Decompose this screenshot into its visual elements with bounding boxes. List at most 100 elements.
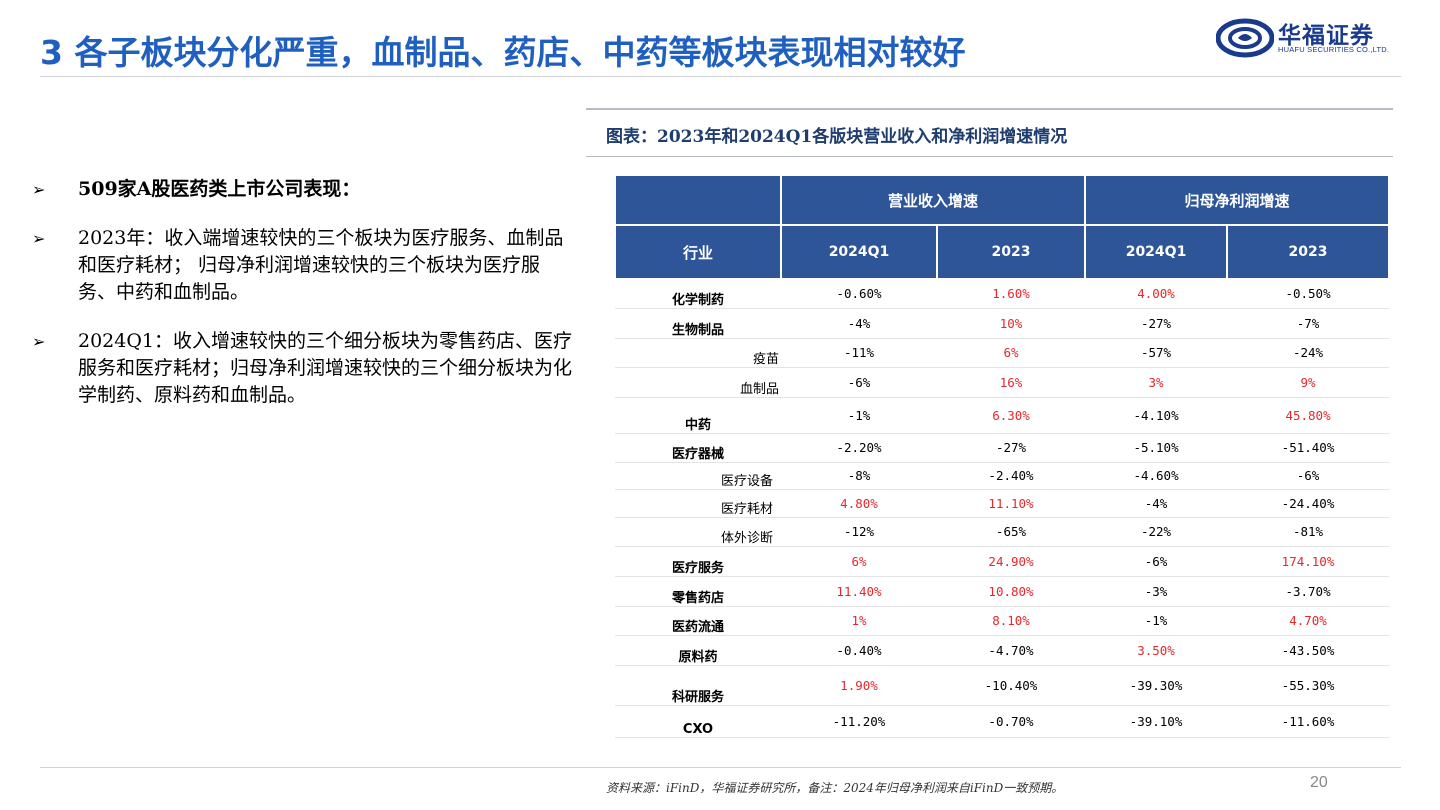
table-row: 零售药店 11.40% 10.80% -3% -3.70%: [615, 576, 1390, 607]
table-row: 体外诊断 -12% -65% -22% -81%: [615, 517, 1390, 547]
header-divider: [40, 76, 1401, 77]
value-cell: -65%: [937, 517, 1086, 547]
table-row: 医疗服务 6% 24.90% -6% 174.10%: [615, 546, 1390, 577]
row-label: 医疗设备: [615, 462, 781, 490]
source-note: 资料来源：iFinD，华福证券研究所，备注：2024年归母净利润来自iFinD一…: [606, 781, 1064, 795]
table-row: 科研服务 1.90% -10.40% -39.30% -55.30%: [615, 665, 1390, 706]
table-row: 生物制品 -4% 10% -27% -7%: [615, 308, 1390, 339]
figure-caption: 图表：2023年和2024Q1各版块营业收入和净利润增速情况: [606, 127, 1068, 147]
logo-english-name: HUAFU SECURITIES CO.,LTD.: [1278, 45, 1390, 54]
row-label: 生物制品: [615, 308, 781, 339]
caption-bottom-rule: [586, 156, 1393, 157]
value-cell: -39.30%: [1085, 665, 1228, 706]
value-cell: 16%: [937, 367, 1086, 398]
arrow-bullet-icon: ➢: [32, 229, 46, 248]
value-cell: -4%: [1085, 489, 1228, 518]
arrow-bullet-icon: ➢: [32, 180, 46, 199]
value-cell: -27%: [937, 433, 1086, 463]
bullet-text: 509家A股医药类上市公司表现：: [78, 178, 361, 200]
bullet-text: 2023年：收入端增速较快的三个板块为医疗服务、血制品和医疗耗材； 归母净利润增…: [78, 227, 564, 303]
value-cell: 1%: [781, 606, 937, 636]
value-cell: -57%: [1085, 338, 1228, 368]
value-cell: -0.40%: [781, 635, 937, 666]
value-cell: -0.50%: [1227, 279, 1390, 309]
bullet-list: ➢ 509家A股医药类上市公司表现： ➢ 2023年：收入端增速较快的三个板块为…: [32, 176, 578, 431]
arrow-bullet-icon: ➢: [32, 332, 46, 351]
value-cell: 174.10%: [1227, 546, 1390, 577]
value-cell: -6%: [781, 367, 937, 398]
row-label: 疫苗: [615, 338, 781, 368]
value-cell: -43.50%: [1227, 635, 1390, 666]
caption-top-rule: [586, 108, 1393, 110]
column-header-revenue-2023: 2023: [935, 224, 1087, 280]
row-label: CXO: [615, 705, 781, 738]
value-cell: -24%: [1227, 338, 1390, 368]
value-cell: 1.60%: [937, 279, 1086, 309]
value-cell: 24.90%: [937, 546, 1086, 577]
table-row: 医疗器械 -2.20% -27% -5.10% -51.40%: [615, 433, 1390, 463]
footer-divider: [40, 767, 1401, 768]
value-cell: -22%: [1085, 517, 1228, 547]
value-cell: -11.60%: [1227, 705, 1390, 738]
value-cell: 3.50%: [1085, 635, 1228, 666]
value-cell: 6.30%: [937, 397, 1086, 434]
row-label: 医药流通: [615, 606, 781, 636]
value-cell: -4.70%: [937, 635, 1086, 666]
column-header-industry: 行业: [614, 224, 782, 280]
value-cell: -8%: [781, 462, 937, 490]
value-cell: -39.10%: [1085, 705, 1228, 738]
value-cell: -4%: [781, 308, 937, 339]
table-row: 血制品 -6% 16% 3% 9%: [615, 367, 1390, 398]
value-cell: -24.40%: [1227, 489, 1390, 518]
header-blank-cell: [614, 174, 782, 226]
value-cell: -11%: [781, 338, 937, 368]
value-cell: -3%: [1085, 576, 1228, 607]
column-header-profit-2023: 2023: [1226, 224, 1391, 280]
value-cell: 4.70%: [1227, 606, 1390, 636]
row-label: 原料药: [615, 635, 781, 666]
row-label: 医疗服务: [615, 546, 781, 577]
bullet-item: ➢ 2024Q1：收入增速较快的三个细分板块为零售药店、医疗服务和医疗耗材；归母…: [32, 328, 578, 409]
column-header-revenue-2024q1: 2024Q1: [780, 224, 938, 280]
value-cell: -2.20%: [781, 433, 937, 463]
value-cell: 6%: [937, 338, 1086, 368]
revenue-growth-header: 营业收入增速: [779, 174, 1087, 226]
value-cell: 11.40%: [781, 576, 937, 607]
value-cell: 9%: [1227, 367, 1390, 398]
value-cell: -0.60%: [781, 279, 937, 309]
value-cell: 10.80%: [937, 576, 1086, 607]
value-cell: 10%: [937, 308, 1086, 339]
table-row: 原料药 -0.40% -4.70% 3.50% -43.50%: [615, 635, 1390, 666]
value-cell: -1%: [1085, 606, 1228, 636]
huafu-logo-icon: [1216, 18, 1274, 58]
column-header-profit-2024q1: 2024Q1: [1084, 224, 1229, 280]
value-cell: -81%: [1227, 517, 1390, 547]
value-cell: -27%: [1085, 308, 1228, 339]
bullet-text: 2024Q1：收入增速较快的三个细分板块为零售药店、医疗服务和医疗耗材；归母净利…: [78, 330, 573, 406]
table-row: 医药流通 1% 8.10% -1% 4.70%: [615, 606, 1390, 636]
row-label: 中药: [615, 397, 781, 434]
value-cell: -6%: [1085, 546, 1228, 577]
table-row: 医疗耗材 4.80% 11.10% -4% -24.40%: [615, 489, 1390, 518]
value-cell: 3%: [1085, 367, 1228, 398]
value-cell: -55.30%: [1227, 665, 1390, 706]
value-cell: -12%: [781, 517, 937, 547]
table-row: 医疗设备 -8% -2.40% -4.60% -6%: [615, 462, 1390, 490]
table-row: 化学制药 -0.60% 1.60% 4.00% -0.50%: [615, 279, 1390, 309]
value-cell: -5.10%: [1085, 433, 1228, 463]
table-row: 中药 -1% 6.30% -4.10% 45.80%: [615, 397, 1390, 434]
table-row: 疫苗 -11% 6% -57% -24%: [615, 338, 1390, 368]
bullet-item: ➢ 2023年：收入端增速较快的三个板块为医疗服务、血制品和医疗耗材； 归母净利…: [32, 225, 578, 306]
value-cell: 1.90%: [781, 665, 937, 706]
company-logo: 华福证券 HUAFU SECURITIES CO.,LTD.: [1216, 14, 1391, 62]
table-body: 化学制药 -0.60% 1.60% 4.00% -0.50% 生物制品 -4% 10% -27%…: [615, 279, 1390, 738]
value-cell: -7%: [1227, 308, 1390, 339]
value-cell: -51.40%: [1227, 433, 1390, 463]
net-profit-growth-header: 归母净利润增速: [1084, 174, 1391, 226]
value-cell: -2.40%: [937, 462, 1086, 490]
value-cell: 6%: [781, 546, 937, 577]
row-label: 血制品: [615, 367, 781, 398]
value-cell: 45.80%: [1227, 397, 1390, 434]
row-label: 医疗耗材: [615, 489, 781, 518]
row-label: 化学制药: [615, 279, 781, 309]
